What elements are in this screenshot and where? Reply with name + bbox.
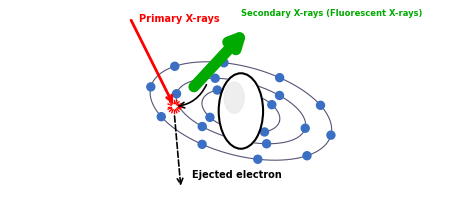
Circle shape bbox=[171, 62, 179, 70]
Circle shape bbox=[198, 123, 206, 131]
Circle shape bbox=[268, 101, 276, 109]
Circle shape bbox=[327, 131, 335, 139]
Text: Secondary X-rays (Fluorescent X-rays): Secondary X-rays (Fluorescent X-rays) bbox=[241, 8, 422, 18]
Circle shape bbox=[157, 113, 165, 121]
Circle shape bbox=[276, 74, 283, 82]
Circle shape bbox=[261, 128, 268, 136]
Circle shape bbox=[263, 140, 271, 148]
Circle shape bbox=[254, 155, 262, 163]
Circle shape bbox=[206, 113, 214, 121]
Circle shape bbox=[147, 83, 155, 91]
Text: Primary X-rays: Primary X-rays bbox=[139, 14, 219, 24]
Circle shape bbox=[220, 59, 228, 67]
Circle shape bbox=[198, 140, 206, 148]
Ellipse shape bbox=[224, 82, 244, 113]
Circle shape bbox=[303, 152, 311, 160]
Circle shape bbox=[211, 74, 219, 82]
Circle shape bbox=[317, 101, 325, 109]
Circle shape bbox=[275, 91, 283, 99]
Ellipse shape bbox=[219, 73, 263, 149]
Circle shape bbox=[213, 86, 221, 94]
Circle shape bbox=[173, 90, 181, 98]
Text: Ejected electron: Ejected electron bbox=[192, 170, 282, 180]
Circle shape bbox=[301, 124, 309, 132]
